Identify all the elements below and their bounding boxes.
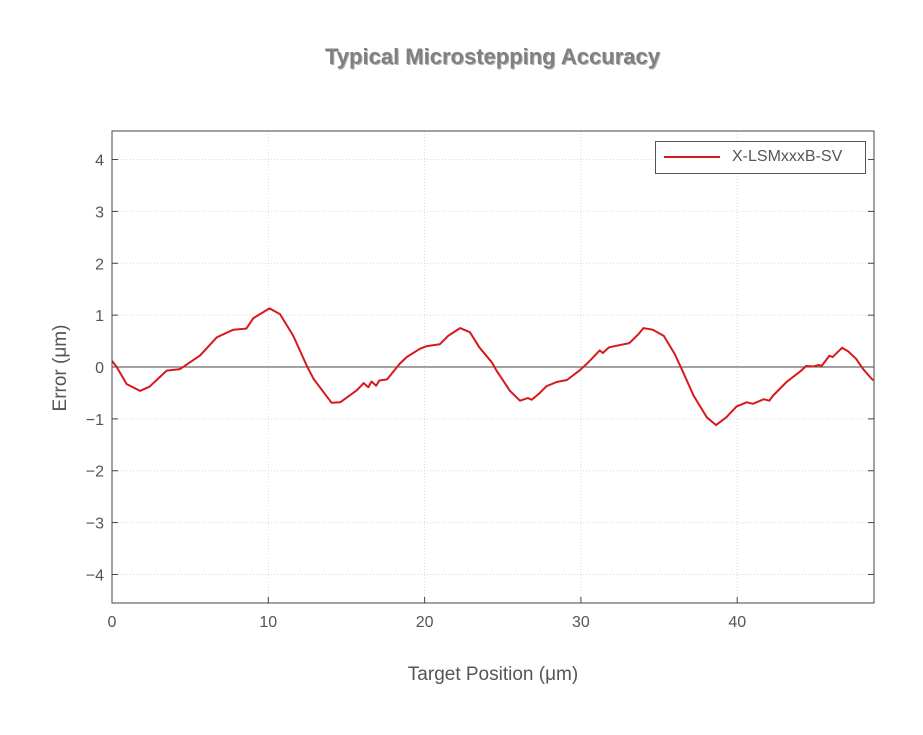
y-tick-label: 1	[95, 308, 104, 325]
x-tick-label: 30	[572, 614, 590, 631]
chart-title: Typical Microstepping Accuracy	[325, 44, 660, 69]
plot-frame	[111, 130, 875, 604]
y-tick-label: −2	[86, 464, 104, 481]
x-axis-label: Target Position (μm)	[408, 664, 578, 685]
y-tick-label: −4	[86, 567, 104, 584]
grid	[111, 131, 874, 603]
legend-label: X-LSMxxxB-SV	[732, 148, 843, 165]
legend-swatch	[664, 156, 720, 158]
series-line	[111, 307, 874, 427]
x-tick-label: 10	[259, 614, 277, 631]
y-tick-label: −1	[86, 412, 104, 429]
x-tick-label: 20	[416, 614, 434, 631]
legend: X-LSMxxxB-SV	[655, 141, 866, 174]
y-tick-label: 2	[95, 256, 104, 273]
x-tick-label: 40	[728, 614, 746, 631]
y-tick-label: −3	[86, 516, 104, 533]
y-tick-label: 4	[95, 153, 104, 170]
y-tick-label: 3	[95, 204, 104, 221]
y-axis-label: Error (μm)	[50, 325, 71, 412]
x-tick-label: 0	[108, 614, 117, 631]
y-tick-label: 0	[95, 360, 104, 377]
